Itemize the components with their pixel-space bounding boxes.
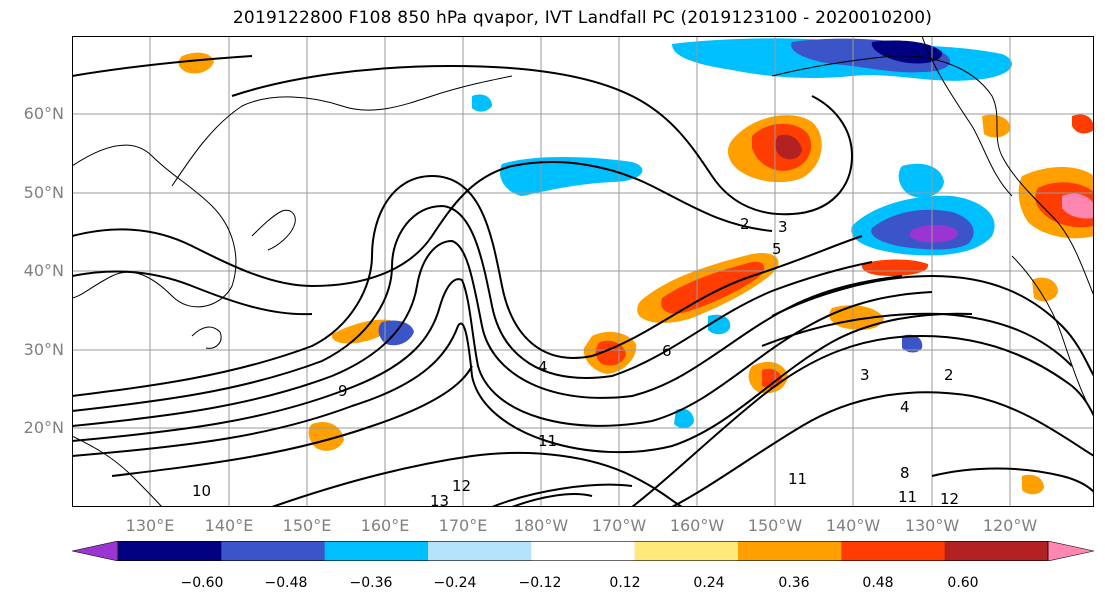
- colorbar-swatch: [221, 541, 326, 561]
- coastlines: [72, 36, 1094, 507]
- contour-labels: 2 3 5 6 4 9 11 12 13 10 8 3 2 4 11 12 11: [192, 215, 959, 507]
- colorbar-swatch: [531, 541, 636, 561]
- colorbar-swatch: [944, 541, 1049, 561]
- lon-label: 150°E: [282, 516, 332, 535]
- map-panel: 2 3 5 6 4 9 11 12 13 10 8 3 2 4 11 12 11: [72, 36, 1094, 507]
- map-title: 2019122800 F108 850 hPa qvapor, IVT Land…: [232, 8, 933, 28]
- contour-label: 11: [788, 470, 807, 488]
- contour-label: 11: [898, 488, 917, 506]
- lat-label: 40°N: [23, 261, 64, 280]
- lon-label: 130°W: [904, 516, 960, 535]
- lat-label: 20°N: [23, 418, 64, 437]
- colorbar-swatch: [428, 541, 532, 561]
- colorbar-tick: 0.24: [693, 575, 725, 591]
- colorbar-tick: 0.48: [862, 575, 894, 591]
- contour-label: 5: [772, 240, 782, 258]
- colorbar-tick: 0.36: [778, 575, 810, 591]
- colorbar-tick: 0.60: [947, 575, 979, 591]
- map-frame: [72, 36, 1094, 507]
- contour-label: 12: [452, 477, 471, 495]
- lon-label: 180°W: [513, 516, 569, 535]
- colorbar-tick: −0.12: [518, 575, 562, 591]
- lat-label: 50°N: [23, 183, 64, 202]
- lat-label: 30°N: [23, 340, 64, 359]
- lon-label: 130°E: [125, 516, 175, 535]
- contour-label: 6: [662, 342, 672, 360]
- ivt-contours: [72, 55, 1094, 507]
- lon-label: 140°W: [825, 516, 881, 535]
- colorbar-tick: 0.12: [609, 575, 641, 591]
- lon-label: 150°W: [747, 516, 803, 535]
- colorbar-tick: −0.48: [264, 575, 308, 591]
- colorbar-svg: [71, 540, 1095, 562]
- lon-label: 160°W: [669, 516, 725, 535]
- contour-label: 2: [944, 366, 954, 384]
- contour-label: 9: [338, 382, 348, 400]
- lon-label: 160°E: [360, 516, 410, 535]
- lon-label: 120°W: [982, 516, 1038, 535]
- contour-label: 3: [860, 366, 870, 384]
- colorbar-frame: [117, 541, 1049, 561]
- colorbar-swatch: [738, 541, 842, 561]
- colorbar-extension-max: [1047, 540, 1095, 562]
- graticule: [72, 36, 1094, 507]
- lon-label: 170°W: [591, 516, 647, 535]
- contour-label: 11: [538, 432, 557, 450]
- lat-label: 60°N: [23, 104, 64, 123]
- lon-label: 170°E: [438, 516, 488, 535]
- contour-label: 10: [192, 482, 211, 500]
- contour-label: 4: [900, 398, 910, 416]
- colorbar-swatch: [324, 541, 429, 561]
- colorbar-swatch: [634, 541, 739, 561]
- contour-label: 2: [740, 215, 750, 233]
- colorbar-extension-min: [71, 540, 119, 562]
- colorbar-tick: −0.36: [349, 575, 393, 591]
- contour-label: 8: [900, 464, 910, 482]
- colorbar-swatch: [841, 541, 946, 561]
- contour-label: 12: [940, 490, 959, 507]
- colorbar-swatch: [118, 541, 222, 561]
- colorbar-tick: −0.24: [433, 575, 477, 591]
- contour-label: 13: [430, 492, 449, 507]
- lon-label: 140°E: [204, 516, 254, 535]
- map-canvas: 2 3 5 6 4 9 11 12 13 10 8 3 2 4 11 12 11: [72, 36, 1094, 507]
- colorbar-tick: −0.60: [180, 575, 224, 591]
- colorbar: [71, 540, 1095, 562]
- contour-label: 4: [538, 358, 548, 376]
- contour-label: 3: [778, 218, 788, 236]
